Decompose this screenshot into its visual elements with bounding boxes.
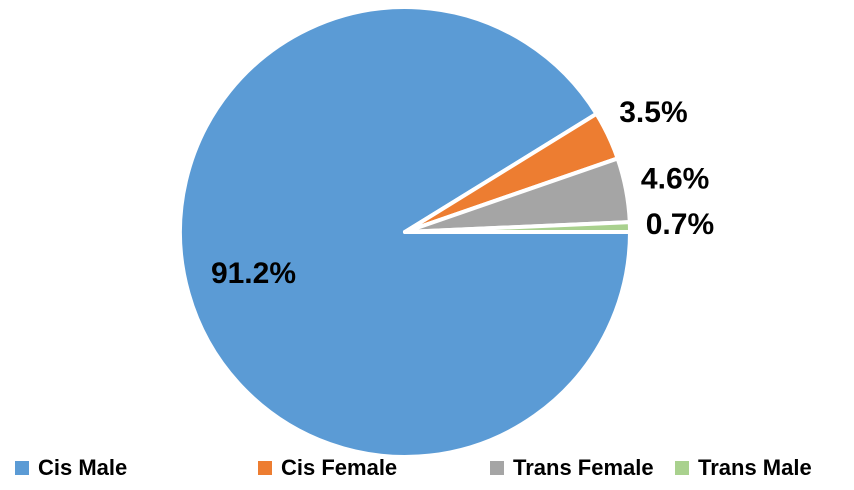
pie-slice: [403, 220, 632, 234]
data-label: 3.5%: [619, 96, 687, 129]
data-label: 91.2%: [211, 257, 296, 290]
legend-label: Cis Female: [281, 455, 397, 480]
legend-swatch: [258, 461, 272, 475]
legend-label: Trans Male: [698, 455, 812, 480]
legend-swatch: [490, 461, 504, 475]
legend-label: Cis Male: [38, 455, 127, 480]
data-label: 0.7%: [646, 208, 714, 241]
legend-label: Trans Female: [513, 455, 654, 480]
legend-swatch: [675, 461, 689, 475]
data-label: 4.6%: [641, 162, 709, 195]
legend-swatch: [15, 461, 29, 475]
